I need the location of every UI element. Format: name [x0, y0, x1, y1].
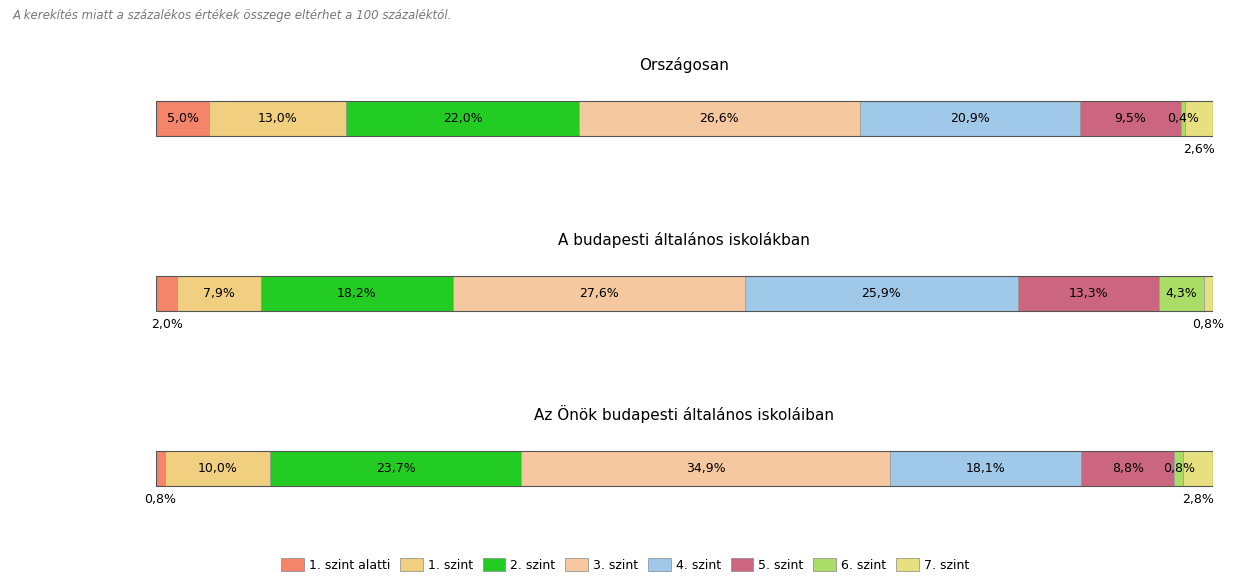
Bar	[745, 276, 1019, 311]
Text: 8,8%: 8,8%	[1112, 462, 1144, 475]
Text: 2,6%: 2,6%	[1182, 143, 1215, 156]
Text: 0,8%: 0,8%	[1162, 462, 1195, 475]
Text: 34,9%: 34,9%	[686, 462, 725, 475]
Bar	[156, 101, 209, 136]
Bar	[156, 276, 1212, 311]
Text: 5,0%: 5,0%	[166, 112, 199, 125]
Bar	[521, 451, 890, 486]
Text: 0,8%: 0,8%	[1192, 318, 1224, 331]
Bar	[452, 276, 745, 311]
Text: 22,0%: 22,0%	[442, 112, 483, 125]
Bar	[1182, 451, 1212, 486]
Bar	[1185, 101, 1212, 136]
Bar	[209, 101, 346, 136]
Bar	[346, 101, 579, 136]
Bar	[1019, 276, 1159, 311]
Bar	[270, 451, 521, 486]
Bar	[156, 451, 1212, 486]
Text: Az Önök budapesti általános iskoláiban: Az Önök budapesti általános iskoláiban	[535, 405, 835, 423]
Bar	[156, 101, 1212, 136]
Text: 18,1%: 18,1%	[966, 462, 1005, 475]
Legend: 1. szint alatti, 1. szint, 2. szint, 3. szint, 4. szint, 5. szint, 6. szint, 7. : 1. szint alatti, 1. szint, 2. szint, 3. …	[276, 553, 974, 577]
Text: 18,2%: 18,2%	[338, 287, 376, 300]
Bar	[156, 451, 165, 486]
Text: 27,6%: 27,6%	[579, 287, 619, 300]
Text: A budapesti általános iskolákban: A budapesti általános iskolákban	[559, 232, 810, 248]
Bar	[1081, 451, 1175, 486]
Text: Országosan: Országosan	[640, 57, 729, 73]
Text: 23,7%: 23,7%	[376, 462, 415, 475]
Text: 26,6%: 26,6%	[700, 112, 739, 125]
Text: 7,9%: 7,9%	[204, 287, 235, 300]
Bar	[890, 451, 1081, 486]
Bar	[579, 101, 860, 136]
Bar	[1175, 451, 1182, 486]
Bar	[261, 276, 452, 311]
Bar	[1204, 276, 1212, 311]
Bar	[156, 276, 178, 311]
Text: 4,3%: 4,3%	[1165, 287, 1198, 300]
Text: A kerekítés miatt a százalékos értékek összege eltérhet a 100 százaléktól.: A kerekítés miatt a százalékos értékek ö…	[12, 9, 452, 22]
Text: 25,9%: 25,9%	[861, 287, 901, 300]
Text: 20,9%: 20,9%	[950, 112, 990, 125]
Text: 2,0%: 2,0%	[151, 318, 182, 331]
Bar	[860, 101, 1080, 136]
Bar	[1181, 101, 1185, 136]
Text: 2,8%: 2,8%	[1181, 493, 1214, 506]
Bar	[177, 276, 261, 311]
Bar	[1080, 101, 1181, 136]
Text: 10,0%: 10,0%	[198, 462, 238, 475]
Text: 0,4%: 0,4%	[1168, 112, 1199, 125]
Text: 13,0%: 13,0%	[258, 112, 298, 125]
Text: 9,5%: 9,5%	[1115, 112, 1146, 125]
Bar	[165, 451, 270, 486]
Text: 13,3%: 13,3%	[1069, 287, 1109, 300]
Bar	[1159, 276, 1204, 311]
Text: 0,8%: 0,8%	[145, 493, 176, 506]
